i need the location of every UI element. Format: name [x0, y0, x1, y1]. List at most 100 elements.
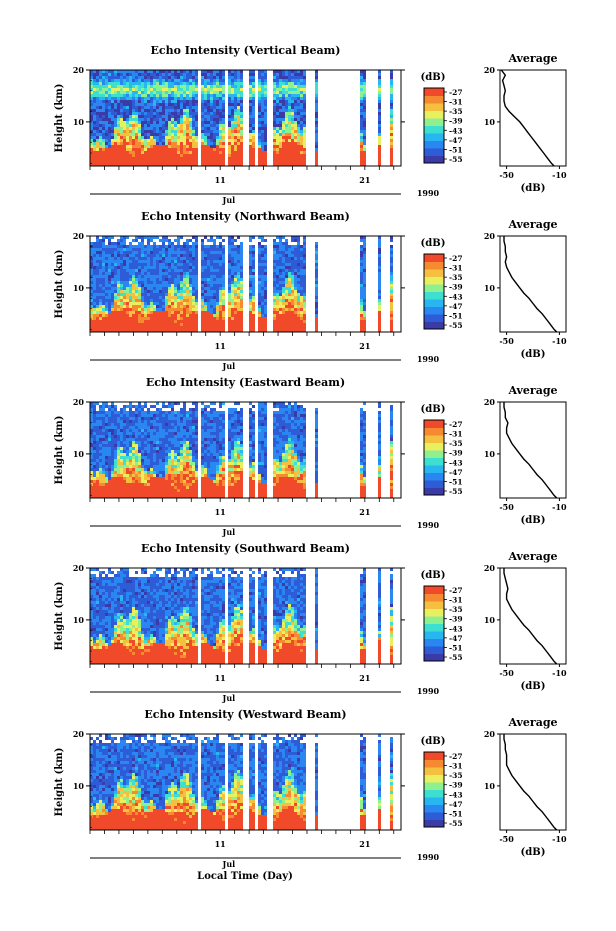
heatmap-cell	[219, 85, 222, 88]
heatmap-cell	[228, 287, 231, 290]
heatmap-cell	[156, 263, 159, 266]
heatmap-cell	[360, 272, 363, 275]
heatmap-cell	[144, 305, 147, 308]
heatmap-cell	[96, 112, 99, 115]
heatmap-cell	[363, 112, 366, 115]
heatmap-cell	[180, 88, 183, 91]
heatmap-cell	[288, 269, 291, 272]
heatmap-cell	[234, 79, 237, 82]
heatmap-cell	[144, 103, 147, 106]
heatmap-cell	[288, 308, 291, 311]
heatmap-cell	[282, 88, 285, 91]
heatmap-cell	[105, 486, 108, 489]
heatmap-cell	[282, 151, 285, 154]
heatmap-cell	[96, 474, 99, 477]
heatmap-cell	[114, 284, 117, 287]
heatmap-cell	[102, 323, 105, 326]
heatmap-cell	[108, 106, 111, 109]
heatmap-cell	[297, 248, 300, 251]
heatmap-cell	[300, 311, 303, 314]
heatmap-cell	[237, 157, 240, 160]
heatmap-cell	[285, 302, 288, 305]
heatmap-cell	[315, 263, 318, 266]
heatmap-cell	[279, 124, 282, 127]
heatmap-cell	[180, 293, 183, 296]
heatmap-cell	[171, 97, 174, 100]
heatmap-cell	[147, 151, 150, 154]
heatmap-cell	[219, 88, 222, 91]
heatmap-cell	[294, 127, 297, 130]
heatmap-cell	[93, 127, 96, 130]
heatmap-cell	[126, 151, 129, 154]
heatmap-cell	[252, 91, 255, 94]
heatmap-cell	[105, 489, 108, 492]
heatmap-cell	[216, 160, 219, 163]
heatmap-cell	[153, 154, 156, 157]
heatmap-cell	[201, 139, 204, 142]
heatmap-cell	[216, 254, 219, 257]
heatmap-cell	[177, 245, 180, 248]
heatmap-cell	[186, 296, 189, 299]
heatmap-cell	[99, 417, 102, 420]
heatmap-cell	[123, 326, 126, 329]
heatmap-cell	[99, 278, 102, 281]
heatmap-cell	[114, 314, 117, 317]
heatmap-cell	[123, 305, 126, 308]
heatmap-cell	[96, 299, 99, 302]
heatmap-cell	[180, 266, 183, 269]
heatmap-cell	[213, 275, 216, 278]
heatmap-cell	[252, 311, 255, 314]
heatmap-cell	[183, 91, 186, 94]
heatmap-cell	[195, 142, 198, 145]
heatmap-cell	[258, 284, 261, 287]
heatmap-cell	[150, 145, 153, 148]
heatmap-cell	[204, 145, 207, 148]
heatmap-cell	[276, 127, 279, 130]
colorbar-segment	[424, 133, 444, 141]
heatmap-cell	[261, 133, 264, 136]
heatmap-cell	[210, 160, 213, 163]
heatmap-cell	[147, 106, 150, 109]
heatmap-cell	[303, 160, 306, 163]
heatmap-cell	[231, 263, 234, 266]
heatmap-cell	[201, 323, 204, 326]
heatmap-cell	[120, 239, 123, 242]
heatmap-cell	[117, 323, 120, 326]
heatmap-cell	[102, 471, 105, 474]
heatmap-cell	[378, 136, 381, 139]
heatmap-cell	[252, 254, 255, 257]
heatmap-cell	[228, 124, 231, 127]
heatmap-cell	[300, 103, 303, 106]
heatmap-cell	[252, 145, 255, 148]
heatmap-cell	[360, 121, 363, 124]
heatmap-cell	[144, 130, 147, 133]
heatmap-cell	[201, 266, 204, 269]
heatmap-cell	[258, 278, 261, 281]
heatmap-cell	[90, 305, 93, 308]
heatmap-cell	[102, 477, 105, 480]
heatmap-cell	[282, 257, 285, 260]
heatmap-cell	[234, 160, 237, 163]
heatmap-cell	[249, 109, 252, 112]
heatmap-cell	[216, 305, 219, 308]
heatmap-cell	[114, 251, 117, 254]
heatmap-cell	[294, 239, 297, 242]
heatmap-cell	[180, 124, 183, 127]
heatmap-cell	[108, 414, 111, 417]
heatmap-cell	[150, 127, 153, 130]
heatmap-cell	[360, 296, 363, 299]
heatmap-cell	[363, 121, 366, 124]
heatmap-cell	[201, 145, 204, 148]
heatmap-cell	[138, 115, 141, 118]
heatmap-cell	[102, 121, 105, 124]
heatmap-cell	[114, 441, 117, 444]
heatmap-cell	[186, 70, 189, 73]
heatmap-cell	[228, 320, 231, 323]
heatmap-cell	[213, 76, 216, 79]
heatmap-cell	[213, 326, 216, 329]
heatmap-cell	[216, 151, 219, 154]
heatmap-cell	[93, 432, 96, 435]
heatmap-cell	[105, 305, 108, 308]
heatmap-cell	[303, 148, 306, 151]
heatmap-cell	[141, 88, 144, 91]
